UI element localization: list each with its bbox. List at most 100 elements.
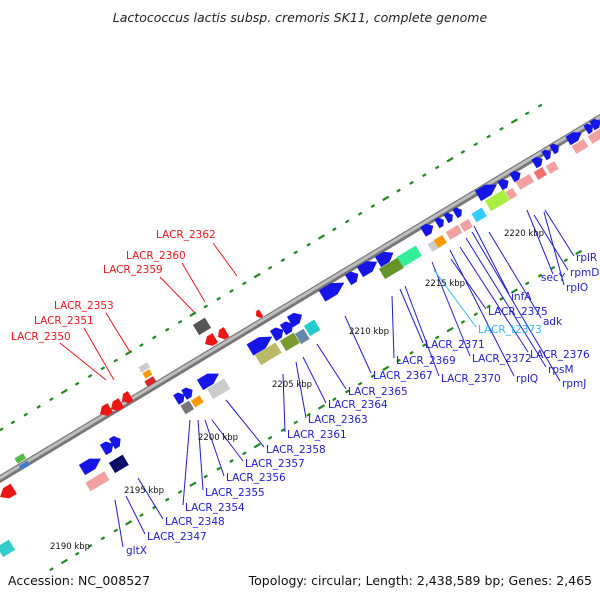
tick-dot [293,250,299,255]
gene-label: LACR_2375 [488,306,548,318]
gene-label: LACR_2363 [308,414,368,426]
tick-dot [189,311,197,317]
gene-label: gltX [126,545,147,557]
gene-label: adk [543,316,563,328]
tick-dot [434,165,440,170]
tick-dot [203,304,209,309]
tick-dot [460,319,466,324]
tick-dot [396,188,401,193]
tick-dot [177,489,183,494]
reverse-gene-arrow [218,327,230,340]
chromosome-backbone [0,113,600,484]
gene-label: LACR_2353 [54,300,114,312]
reverse-gene-arrow [122,391,134,404]
callout-line [125,495,146,535]
gene-label: LACR_2361 [287,429,347,441]
callout-line [59,342,107,381]
callout-line [433,269,477,328]
tick-dot [332,227,337,232]
tick-dot [100,536,106,541]
tick-dot [189,481,197,487]
gene-label: infA [511,291,532,303]
callout-line [302,356,327,404]
tick-dot [317,234,326,240]
forward-gene-arrow [474,184,497,202]
tick-dot [242,451,247,456]
forward-gene-arrow [269,327,284,342]
forward-gene-arrow [356,261,378,278]
tick-label-2210: 2210 kbp [349,327,389,337]
gene-block [484,189,510,212]
tick-dot [382,195,390,202]
callout-line [431,261,471,357]
tick-dot [499,126,504,131]
forward-gene-arrow [589,118,600,131]
forward-gene-arrow [99,441,114,456]
tick-dot [370,374,376,379]
gene-block [206,378,231,400]
tick-dot [164,497,170,502]
tick-dot [460,149,466,154]
gene-label: LACR_2371 [425,339,485,351]
tick-label-2215: 2215 kbp [425,279,465,289]
reverse-strand-labels: LACR_2350 LACR_2351 LACR_2353 LACR_2359 … [11,229,216,343]
label-callout-lines [59,209,575,548]
tick-dot [524,111,530,116]
gene-block [533,166,547,180]
gene-label: LACR_2354 [185,502,245,514]
forward-gene-arrow [420,223,434,237]
gene-block [433,234,447,248]
forward-gene-arrow [196,373,219,391]
gene-label: LACR_2372 [472,353,532,365]
tick-dot [253,272,261,279]
tick-dot [473,142,479,147]
gene-block [303,319,321,337]
reverse-gene-arrow [0,483,17,499]
tick-dot [422,343,427,348]
callout-line [488,231,542,319]
gene-block [192,317,212,336]
tick-dot [332,397,337,402]
tick-dot [537,273,543,278]
tick-dot [242,281,247,286]
gene-label: secY [541,272,566,284]
gene-label: LACR_2347 [147,531,207,543]
gene-label: LACR_2370 [441,373,501,385]
tick-dot [0,427,4,433]
gene-block [294,328,310,345]
gene-block [85,471,110,492]
tick-dot [486,304,491,309]
callout-line [159,276,195,313]
gene-label: LACR_2348 [165,516,225,528]
tick-dot [473,312,479,317]
tick-dot [152,335,157,340]
tick-label-2220: 2220 kbp [504,229,544,239]
tick-dot [409,350,414,355]
gene-label: LACR_2358 [266,444,326,456]
reverse-gene-arrow [111,398,125,411]
tick-dot [139,513,144,518]
tick-dot [229,459,234,463]
tick-dot [510,118,518,124]
callout-line [543,211,565,286]
gene-block [471,207,487,223]
gene-block [190,395,204,408]
gene-label: LACR_2376 [530,349,590,361]
tick-label-2190: 2190 kbp [50,542,90,552]
tick-dot [306,242,311,247]
gene-label: LACR_2369 [396,355,456,367]
tick-dot [563,258,569,263]
forward-gene-arrow [279,321,294,336]
tick-dot [125,520,133,526]
callout-line [225,399,265,448]
tick-dot [510,288,518,294]
gene-label: rpmD [570,267,599,279]
tick-dot [203,474,209,479]
callout-line [544,209,575,257]
callout-line [404,285,440,377]
callout-line [471,231,561,382]
gene-block [505,188,518,200]
tick-dot [87,374,93,378]
tick-dot [370,204,376,209]
tick-dot [36,404,41,409]
